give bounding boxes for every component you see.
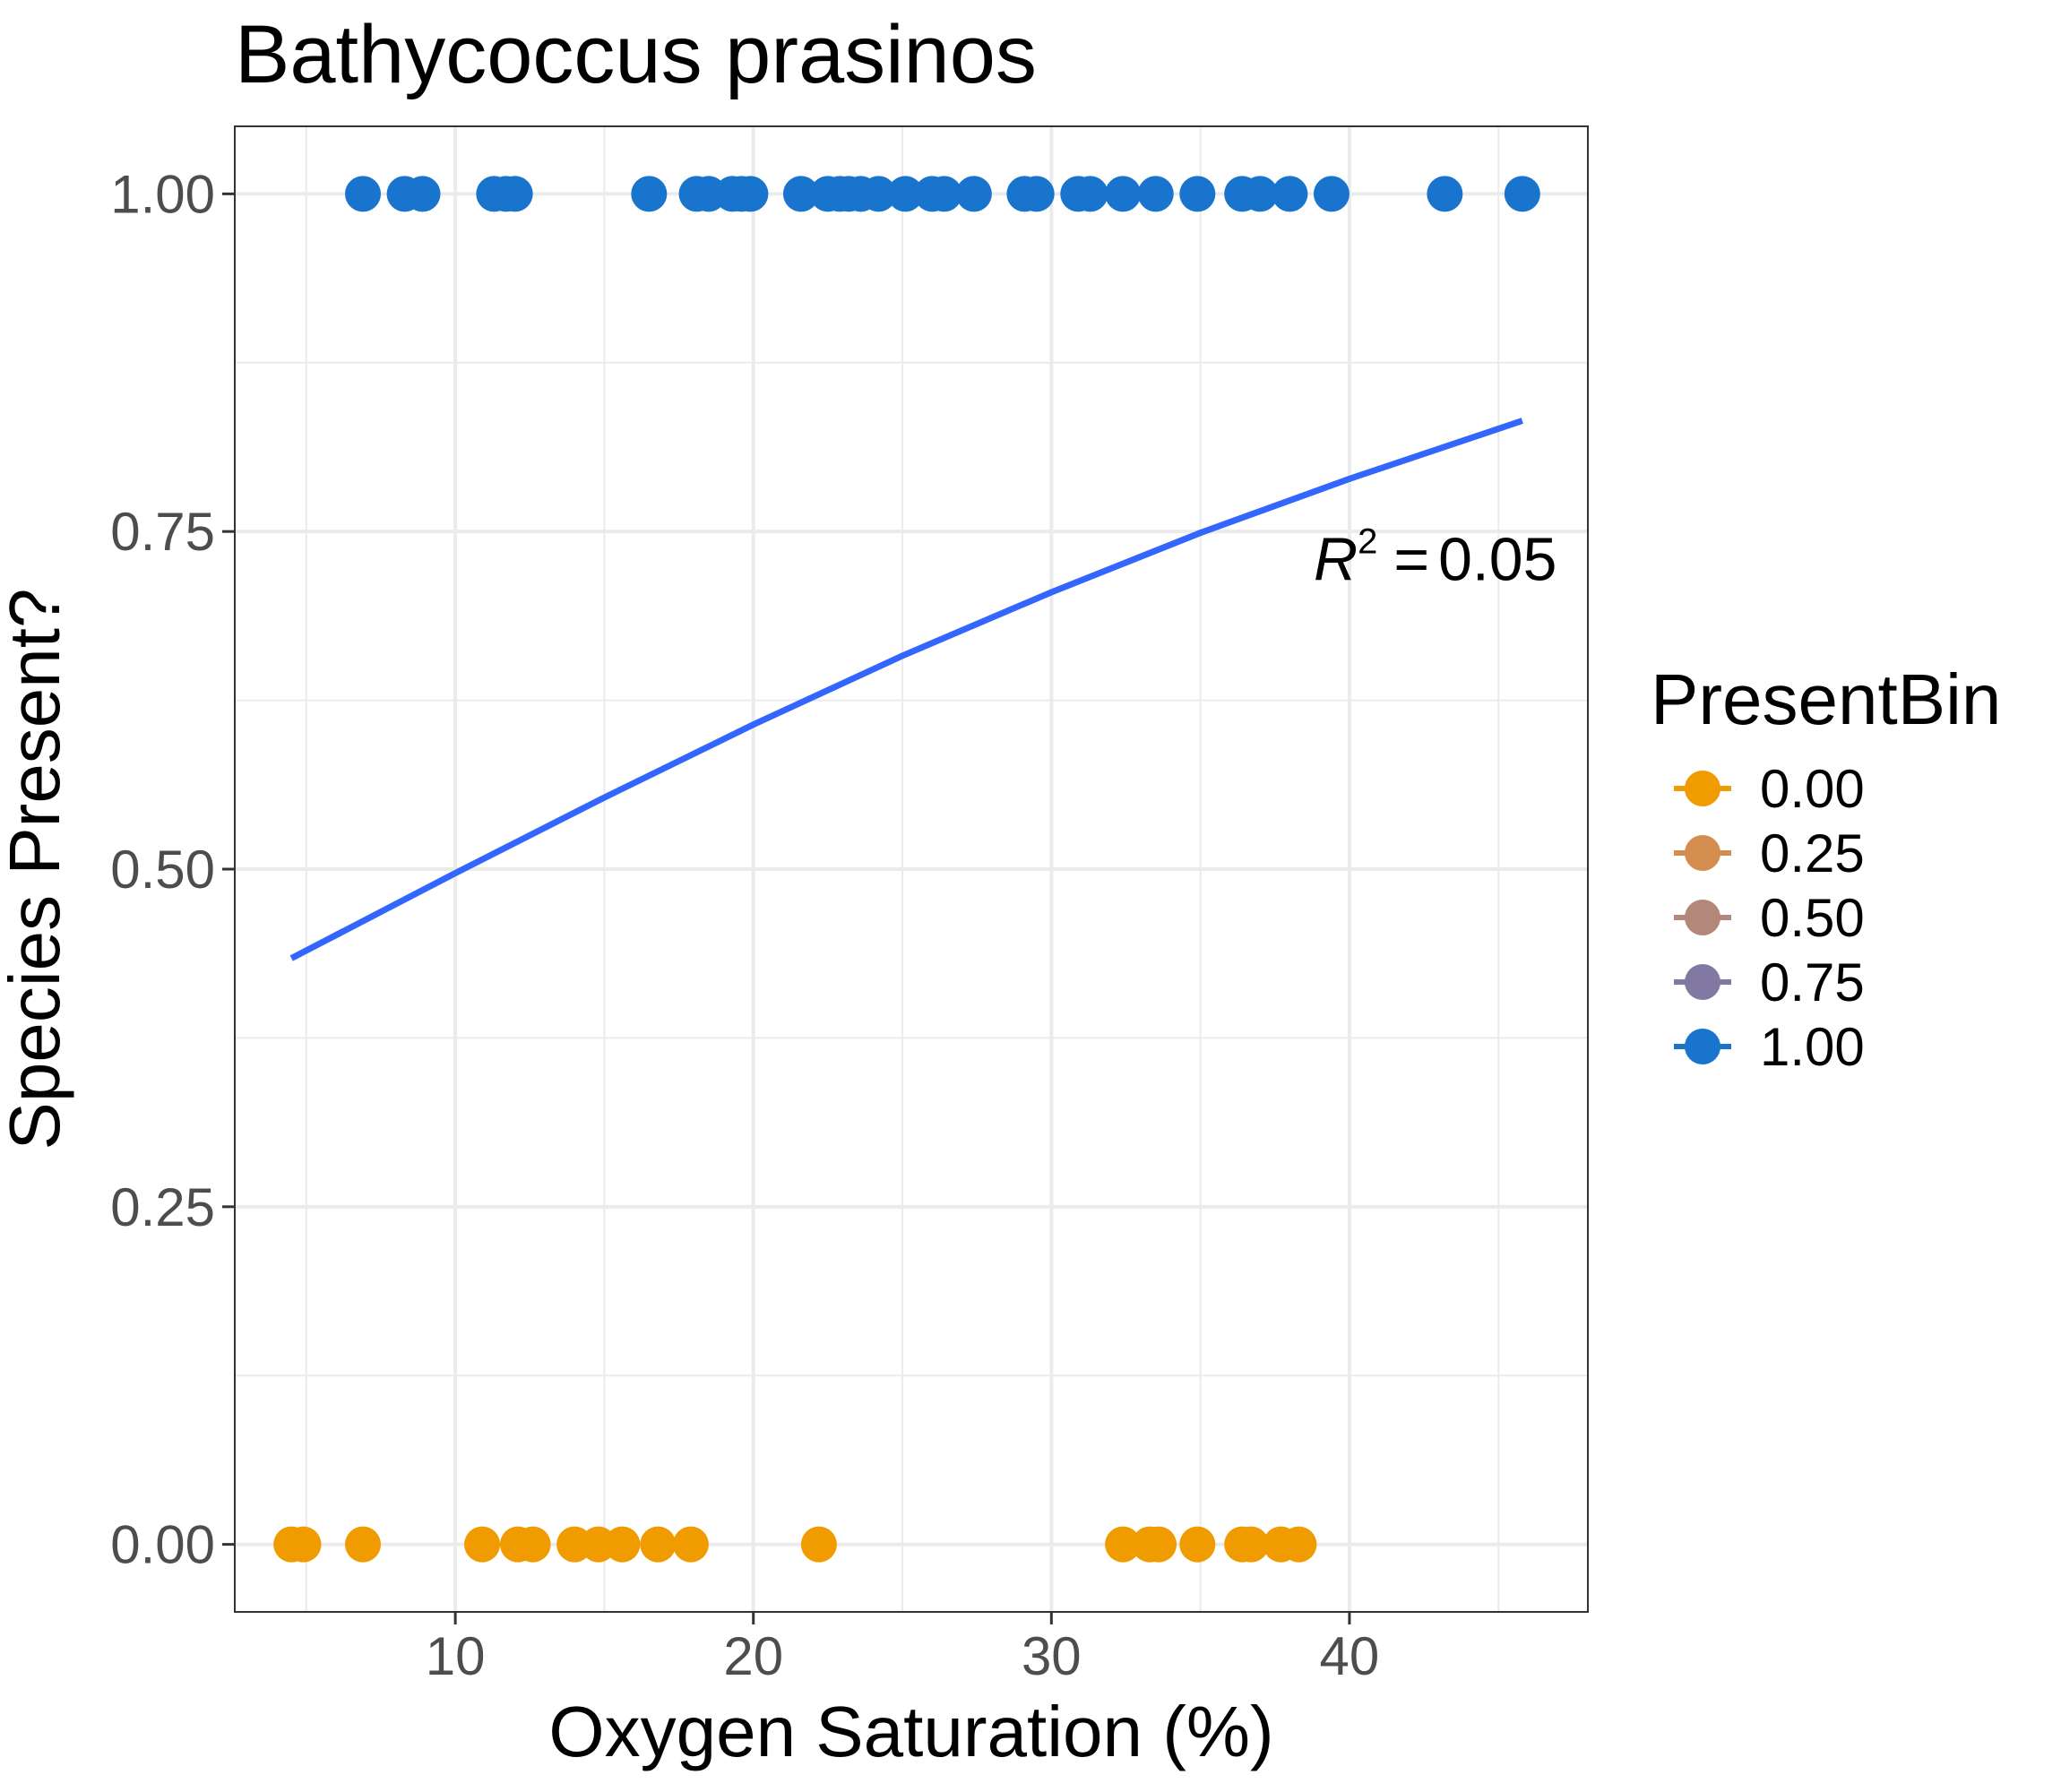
data-point [631, 176, 668, 212]
x-axis-ticks: 10 20 30 40 [426, 1612, 1380, 1686]
legend-label: 0.50 [1760, 888, 1865, 948]
legend: PresentBin 0.000.250.500.751.00 [1651, 659, 2001, 1077]
data-point [640, 1526, 677, 1563]
data-point [1141, 1526, 1177, 1563]
legend-key-dot [1685, 964, 1720, 1000]
y-axis-ticks: 0.00 0.25 0.50 0.75 1.00 [110, 164, 235, 1575]
data-point [1427, 176, 1463, 212]
data-point [404, 176, 441, 212]
data-point [887, 176, 924, 212]
data-point [1137, 176, 1174, 212]
data-point [1018, 176, 1055, 212]
y-tick-label: 0.25 [110, 1177, 215, 1237]
y-tick-label: 0.50 [110, 840, 215, 900]
data-point [345, 176, 382, 212]
data-point [782, 176, 819, 212]
data-point [285, 1526, 322, 1563]
r-squared-annotation: R2 = 0.05 [1314, 521, 1557, 593]
legend-label: 0.25 [1760, 823, 1865, 883]
legend-key-dot [1685, 835, 1720, 871]
legend-key-dot [1685, 900, 1720, 935]
data-point [860, 176, 897, 212]
legend-label: 1.00 [1760, 1017, 1865, 1077]
legend-title: PresentBin [1651, 659, 2001, 739]
data-point [514, 1526, 551, 1563]
data-point [604, 1526, 641, 1563]
data-point [800, 1526, 837, 1563]
legend-key-dot [1685, 1029, 1720, 1064]
legend-entry: 0.75 [1674, 952, 1865, 1012]
legend-entry: 0.50 [1674, 888, 1865, 948]
data-point [955, 176, 992, 212]
data-point [1105, 1526, 1142, 1563]
r-symbol: R [1314, 525, 1358, 593]
data-point [1179, 1526, 1216, 1563]
data-point [1281, 1526, 1317, 1563]
data-point [1179, 176, 1216, 212]
data-point [1233, 1526, 1270, 1563]
data-point [345, 1526, 382, 1563]
r-squared-value: 0.05 [1438, 525, 1557, 593]
legend-entry: 0.00 [1674, 759, 1865, 819]
x-tick-label: 10 [426, 1626, 486, 1686]
legend-key-dot [1685, 771, 1720, 806]
data-point [496, 176, 533, 212]
legend-entry: 0.25 [1674, 823, 1865, 883]
data-point [1105, 176, 1142, 212]
y-tick-label: 1.00 [110, 164, 215, 224]
data-point [732, 176, 769, 212]
data-point [1313, 176, 1350, 212]
x-tick-label: 30 [1022, 1626, 1082, 1686]
r-superscript: 2 [1358, 521, 1377, 561]
data-point [926, 176, 962, 212]
x-axis-title: Oxygen Saturation (%) [548, 1692, 1273, 1771]
data-points [273, 176, 1540, 1563]
grid [235, 126, 1588, 1612]
data-point [1072, 176, 1108, 212]
data-point [1242, 176, 1279, 212]
data-point [464, 1526, 501, 1563]
legend-entry: 1.00 [1674, 1017, 1865, 1077]
data-point [672, 1526, 709, 1563]
fit-line-layer [289, 418, 1523, 961]
legend-label: 0.00 [1760, 759, 1865, 819]
legend-label: 0.75 [1760, 952, 1865, 1012]
fit-line [289, 418, 1523, 961]
data-point [1272, 176, 1308, 212]
x-tick-label: 20 [723, 1626, 783, 1686]
legend-entries: 0.000.250.500.751.00 [1674, 759, 1865, 1077]
y-tick-label: 0.00 [110, 1515, 215, 1575]
y-tick-label: 0.75 [110, 502, 215, 562]
equals-sign: = [1393, 525, 1429, 593]
data-point [1504, 176, 1540, 212]
y-axis-title: Species Present? [0, 588, 74, 1150]
x-tick-label: 40 [1320, 1626, 1380, 1686]
chart-title: Bathycoccus prasinos [235, 9, 1037, 100]
